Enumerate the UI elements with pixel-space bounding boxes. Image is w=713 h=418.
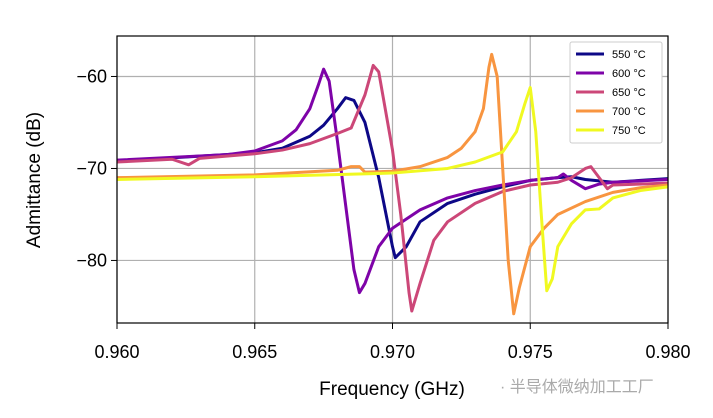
legend-label: 550 °C	[612, 49, 646, 61]
legend-label: 650 °C	[612, 87, 646, 99]
y-tick-label: −60	[76, 66, 107, 86]
x-tick-label: 0.980	[645, 342, 690, 362]
x-tick-label: 0.960	[94, 342, 139, 362]
ticks: 0.960 0.965 0.970 0.975 0.980 −80 −70 −60	[76, 66, 690, 362]
x-tick-label: 0.970	[370, 342, 415, 362]
y-tick-label: −80	[76, 250, 107, 270]
legend-box	[569, 41, 663, 144]
x-tick-label: 0.965	[232, 342, 277, 362]
y-tick-label: −70	[76, 158, 107, 178]
legend: 550 °C 600 °C 650 °C 700 °C 750 °C	[569, 41, 663, 144]
series-line	[117, 52, 668, 316]
legend-label: 600 °C	[612, 68, 646, 80]
legend-label: 700 °C	[612, 106, 646, 118]
x-tick-label: 0.975	[508, 342, 553, 362]
y-axis-label: Admittance (dB)	[24, 112, 45, 248]
series-line	[117, 67, 668, 295]
series-line	[117, 86, 668, 293]
legend-label: 750 °C	[612, 125, 646, 137]
watermark: · 半导体微纳加工工厂	[500, 378, 654, 396]
plot-lines	[117, 52, 668, 316]
x-axis-label: Frequency (GHz)	[319, 379, 465, 400]
series-line	[117, 63, 668, 313]
